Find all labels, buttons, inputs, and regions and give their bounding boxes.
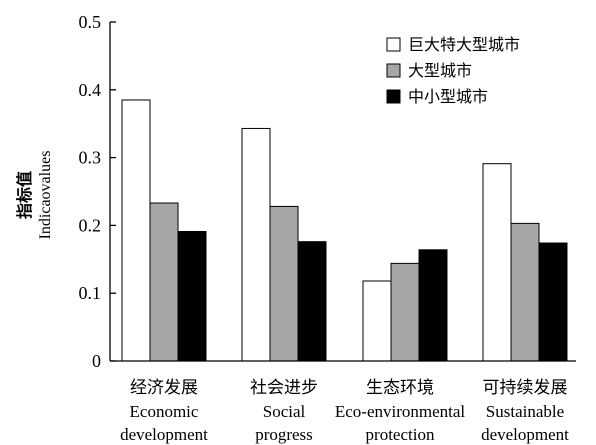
y-axis-title-cn: 指标值 [15,171,34,219]
bar-1-1 [121,99,151,362]
category-label-cn: 可持续发展 [483,378,568,398]
legend-swatch-2 [386,63,401,78]
y-axis-title: 指标值 Indicaovalues [15,151,54,240]
category-label-en-line2: development [120,425,208,444]
category-label-en-line1: Eco-environmental [335,402,466,421]
category-label-en-line1: Sustainable [486,402,564,421]
bar-3-2 [297,241,327,362]
y-tick-label: 0.3 [79,148,102,168]
legend-label-1: 巨大特大型城市 [408,35,520,54]
category-label-cn: 社会进步 [250,378,318,398]
y-axis-title-en: Indicaovalues [37,151,54,240]
bar-1-3 [362,280,392,362]
bar-3-4 [538,242,568,362]
legend-label-3: 中小型城市 [408,87,488,106]
y-tick-label: 0.5 [79,12,102,32]
y-tick-label: 0.2 [79,215,102,235]
y-tick-label: 0 [92,351,101,371]
y-tick-label: 0.1 [79,283,102,303]
category-label-en-line1: Social [263,402,306,421]
bar-2-1 [149,202,179,362]
bar-3-3 [418,249,448,362]
category-label-en-line1: Economic [130,402,199,421]
legend-swatch-3 [386,89,401,104]
bar-2-3 [390,262,420,362]
y-tick-label: 0.4 [79,80,102,100]
bar-2-4 [510,222,540,362]
bar-1-2 [241,127,271,362]
bar-1-4 [482,163,512,362]
legend-swatch-1 [386,37,401,52]
plot-area: 0 0.1 0.2 0.3 0.4 0.5 经济发展 Economic development 社… [79,12,570,444]
category-label-en-line2: protection [366,425,435,444]
category-label-en-line2: development [481,425,569,444]
legend-label-2: 大型城市 [408,61,472,80]
bar-3-1 [177,231,207,362]
category-label-en-line2: progress [255,425,313,444]
category-label-cn: 经济发展 [130,378,198,398]
category-label-cn: 生态环境 [366,378,434,398]
bar-2-2 [269,205,299,362]
